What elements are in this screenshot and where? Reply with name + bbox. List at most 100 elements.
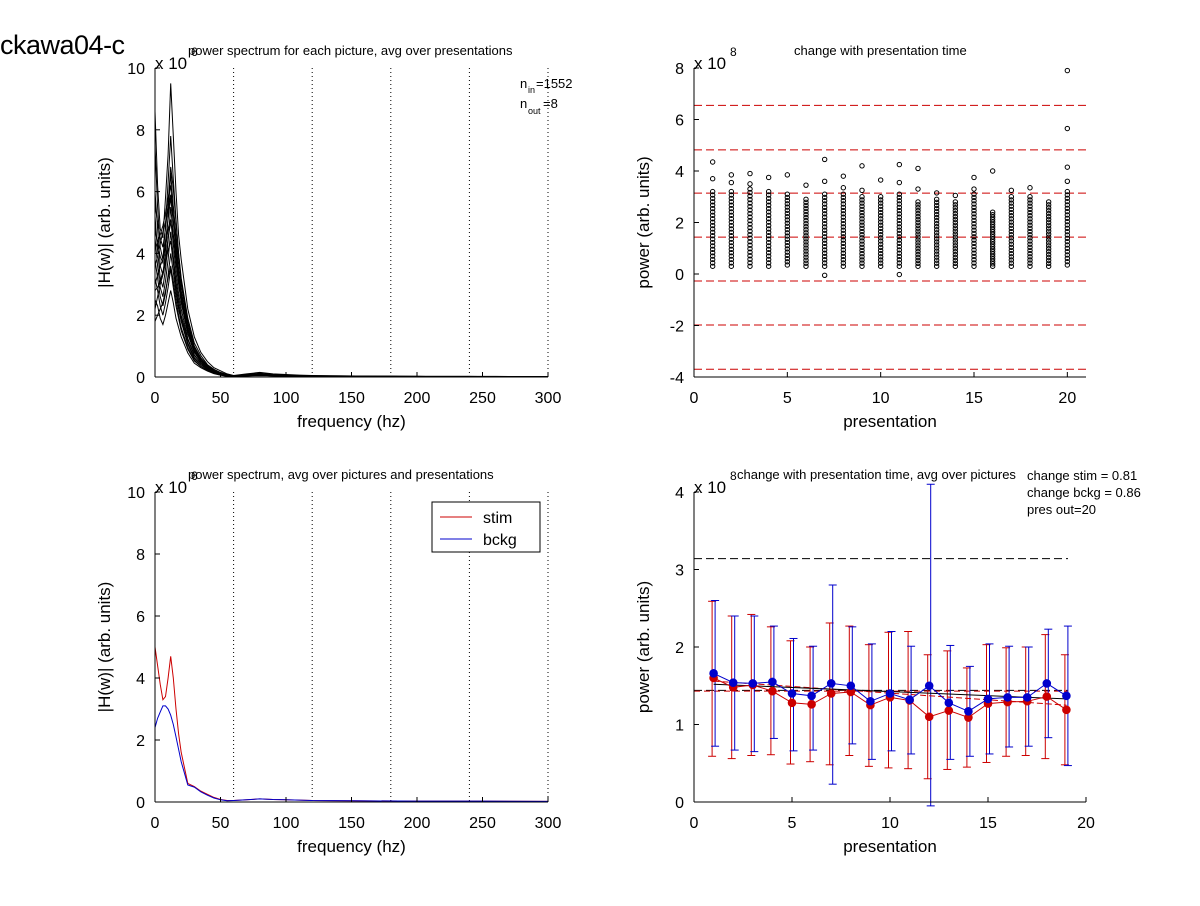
data-point-bckg <box>1062 691 1071 701</box>
data-point <box>971 260 977 266</box>
data-point <box>1027 194 1033 200</box>
data-point <box>803 196 809 203</box>
data-point <box>933 239 940 245</box>
data-point <box>971 227 977 233</box>
data-point <box>840 191 847 197</box>
data-point <box>896 253 903 260</box>
data-point <box>859 203 865 209</box>
data-point <box>1064 215 1071 221</box>
data-point <box>915 216 921 223</box>
data-point <box>803 217 809 224</box>
data-point <box>859 219 865 225</box>
data-point <box>915 234 921 240</box>
y-tick-label: 10 <box>127 61 145 78</box>
data-point <box>971 240 977 247</box>
data-point <box>859 231 865 238</box>
outlier-point <box>728 172 735 178</box>
data-point <box>989 246 996 252</box>
data-point <box>896 214 903 220</box>
data-point <box>728 229 735 236</box>
y-tick-label: 2 <box>136 308 145 325</box>
data-point <box>1064 252 1071 258</box>
data-point <box>784 230 791 236</box>
data-point <box>840 243 847 250</box>
data-point <box>728 233 735 239</box>
data-point <box>989 216 996 223</box>
data-point <box>896 230 903 237</box>
data-point <box>728 212 735 219</box>
data-point <box>915 207 921 214</box>
data-point <box>915 210 921 217</box>
data-point <box>933 260 940 266</box>
data-point <box>859 247 865 254</box>
data-point <box>821 250 828 256</box>
data-point <box>784 255 791 262</box>
data-point <box>765 216 772 222</box>
y-axis-label: power (arb. units) <box>634 581 653 713</box>
data-point <box>952 219 959 226</box>
y-tick-label: 1 <box>675 718 684 735</box>
x-tick-label: 50 <box>212 815 230 832</box>
x-tick-label: 200 <box>404 390 431 407</box>
data-point <box>1064 195 1071 201</box>
outlier-point <box>1064 178 1071 185</box>
x-tick-label: 0 <box>690 390 699 407</box>
data-point <box>971 201 977 207</box>
data-point <box>952 254 959 261</box>
data-point <box>933 245 940 251</box>
data-point <box>1027 260 1033 266</box>
data-point <box>989 234 996 240</box>
data-point <box>1064 222 1071 228</box>
data-point <box>1008 247 1015 254</box>
data-point <box>989 241 996 247</box>
legend-box <box>431 501 541 553</box>
data-point <box>989 214 996 220</box>
data-point <box>1008 228 1015 235</box>
data-point <box>840 214 847 220</box>
data-point <box>896 247 903 253</box>
data-point <box>989 248 996 255</box>
data-point <box>1045 243 1052 249</box>
data-point-bckg <box>885 689 895 698</box>
data-point-stim <box>807 700 816 709</box>
data-point <box>859 235 865 241</box>
data-point <box>877 213 884 219</box>
x-tick-label: 0 <box>151 815 160 832</box>
data-point <box>803 236 809 242</box>
data-point <box>896 260 903 266</box>
data-point <box>915 237 921 243</box>
data-point <box>877 260 884 266</box>
data-point <box>747 200 753 206</box>
data-point <box>1045 228 1052 234</box>
data-point <box>1008 254 1015 260</box>
data-point <box>747 260 753 266</box>
data-point <box>765 219 772 225</box>
data-point <box>989 226 996 233</box>
data-point-bckg <box>944 698 954 708</box>
data-point-bckg <box>748 679 758 688</box>
y-tick-label: 0 <box>675 267 684 284</box>
data-point <box>859 206 865 213</box>
outlier-point <box>747 170 753 177</box>
outlier-point <box>821 272 828 278</box>
series-line-bckg <box>154 705 549 802</box>
data-point <box>1045 237 1052 243</box>
data-point <box>765 260 772 266</box>
data-point <box>803 214 809 221</box>
data-point-bckg <box>709 669 718 678</box>
series-line <box>154 173 548 378</box>
data-point <box>747 210 753 217</box>
data-point <box>971 253 977 260</box>
data-point <box>933 227 940 233</box>
data-point <box>821 227 828 233</box>
y-tick-label: 2 <box>136 733 145 750</box>
data-point <box>1027 241 1033 247</box>
data-point <box>709 222 716 229</box>
data-point <box>952 263 959 269</box>
data-point <box>971 211 977 217</box>
data-point <box>877 197 884 203</box>
data-point <box>784 194 791 201</box>
data-point <box>728 199 735 205</box>
data-point <box>784 207 791 213</box>
data-point <box>896 217 903 224</box>
